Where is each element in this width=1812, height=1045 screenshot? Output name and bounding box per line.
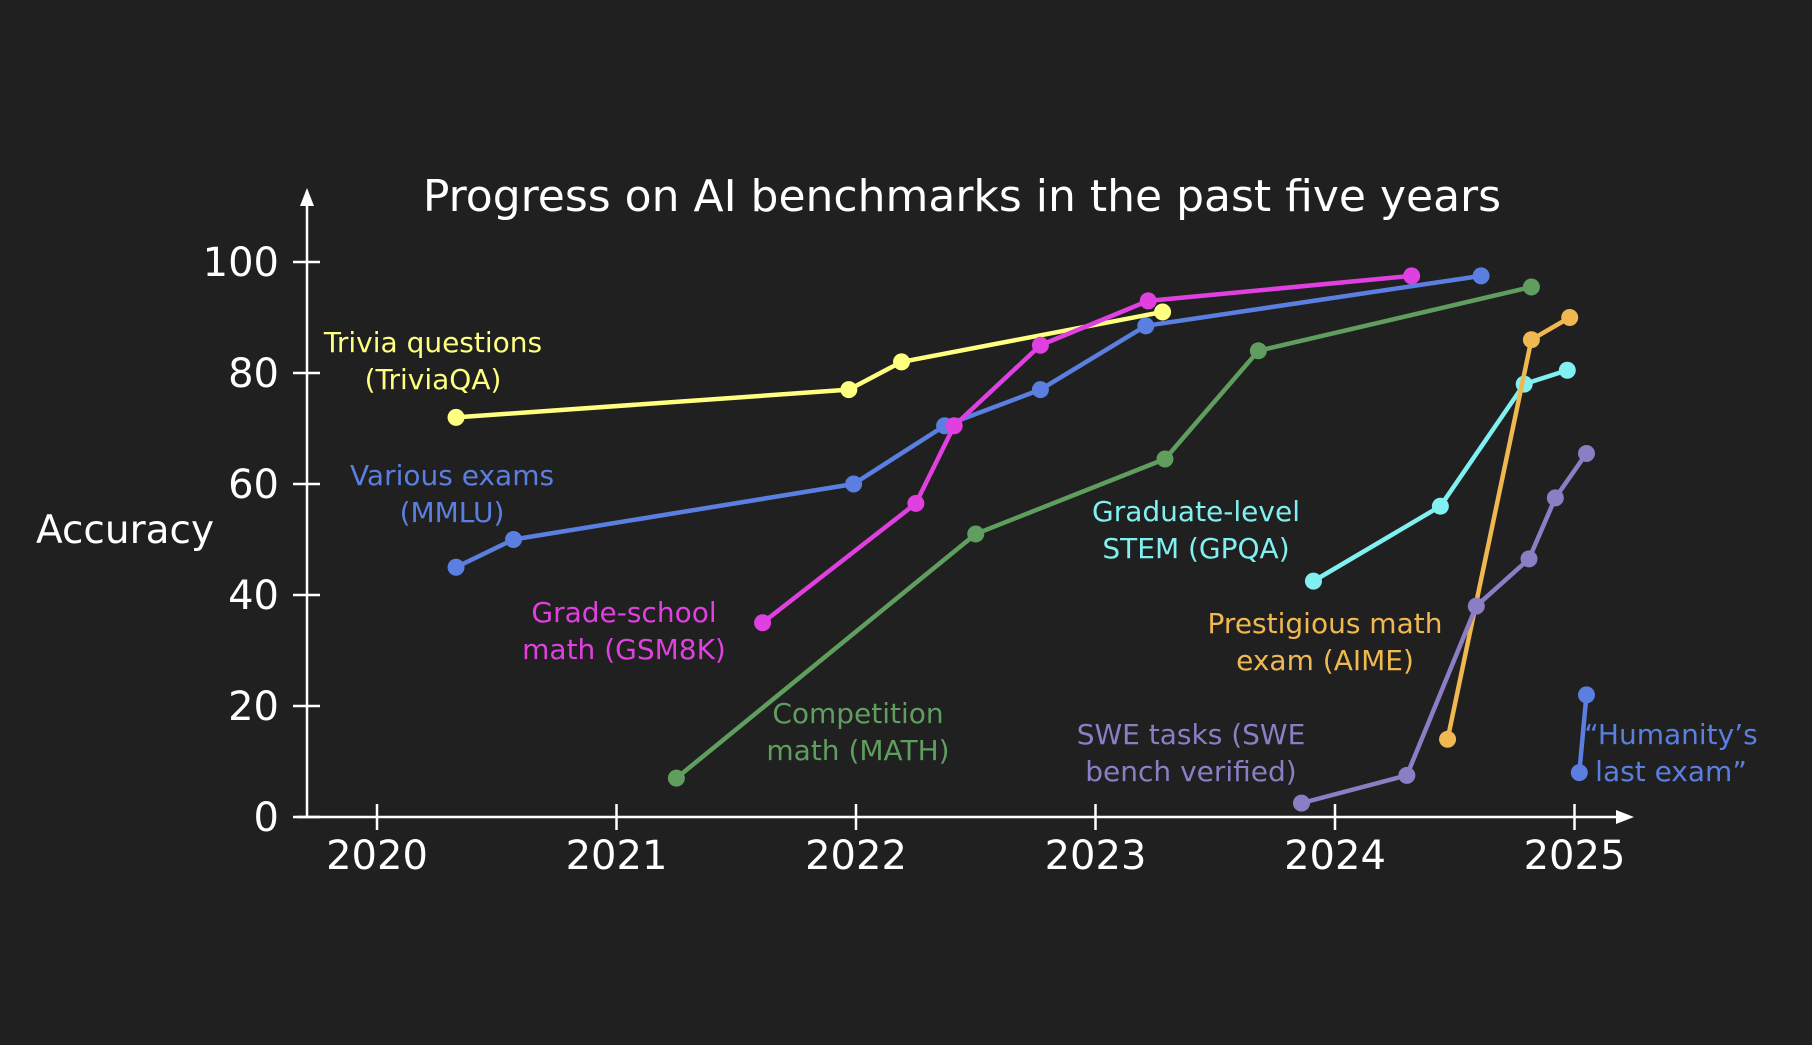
x-ticks: 2020 2021 2022 2023 2024 2025 [326, 804, 1625, 879]
x-tick-label: 2023 [1045, 833, 1147, 879]
data-point [1304, 572, 1322, 590]
data-point [840, 381, 858, 399]
data-point [1139, 292, 1157, 310]
data-point [907, 494, 925, 512]
series-label-line: math (GSM8K) [522, 633, 726, 666]
data-point [1472, 267, 1490, 285]
data-point [447, 408, 465, 426]
series-2 [754, 267, 1421, 632]
data-point [1561, 309, 1579, 326]
series-label-line: bench verified) [1085, 755, 1296, 788]
x-tick-label: 2024 [1284, 833, 1386, 879]
data-point [1522, 331, 1540, 349]
data-point [967, 525, 985, 543]
data-point [1546, 489, 1564, 507]
data-point [1431, 497, 1449, 515]
series-label-line: Competition [772, 697, 943, 730]
series-6 [1292, 444, 1595, 812]
series-0 [447, 303, 1172, 426]
y-tick-label: 60 [228, 462, 279, 508]
series-labels: Trivia questions (TriviaQA) Various exams (… [323, 326, 1758, 788]
y-axis-arrow [300, 188, 314, 206]
series-label-line: math (MATH) [766, 734, 949, 767]
series-layer [447, 267, 1595, 812]
series-line [1311, 367, 1570, 584]
x-axis-arrow [1616, 810, 1634, 824]
data-point [1577, 444, 1595, 462]
data-point [1156, 450, 1174, 468]
y-tick-label: 40 [228, 573, 279, 619]
series-label-line: STEM (GPQA) [1102, 532, 1289, 565]
series-label-line: (MMLU) [400, 496, 505, 529]
data-point [1467, 597, 1485, 615]
data-point [667, 769, 685, 787]
series-label-line: exam (AIME) [1236, 644, 1414, 677]
x-tick-label: 2020 [326, 833, 428, 879]
series-label-line: Grade-school [531, 596, 716, 629]
data-point [945, 417, 963, 435]
series-line [1577, 692, 1589, 775]
data-point [1031, 336, 1049, 354]
data-point [893, 353, 911, 371]
series-label-line: SWE tasks (SWE [1077, 718, 1306, 751]
data-point [1154, 303, 1172, 321]
series-3 [667, 278, 1540, 787]
data-point [1137, 317, 1155, 335]
data-point [1031, 381, 1049, 399]
data-point [1398, 766, 1416, 784]
data-point [1522, 278, 1540, 296]
y-tick-label: 0 [254, 795, 279, 841]
series-line [453, 309, 1165, 420]
data-point [1577, 686, 1595, 704]
y-tick-label: 20 [228, 684, 279, 730]
data-point [845, 475, 863, 493]
data-point [1570, 764, 1588, 782]
y-tick-label: 80 [228, 351, 279, 397]
series-7 [1570, 686, 1595, 782]
series-label-line: (TriviaQA) [365, 363, 502, 396]
x-tick-label: 2025 [1524, 833, 1626, 879]
data-point [505, 531, 523, 548]
data-point [1403, 267, 1421, 285]
series-label-line: Trivia questions [323, 326, 542, 359]
data-point [1558, 361, 1576, 379]
data-point [1249, 342, 1267, 360]
data-point [754, 614, 772, 632]
data-point [1439, 730, 1457, 748]
series-1 [447, 267, 1490, 576]
y-axis-label: Accuracy [36, 508, 214, 553]
series-label-line: Prestigious math [1208, 607, 1443, 640]
series-label-line: “Humanity’s [1584, 718, 1757, 751]
x-tick-label: 2021 [566, 833, 668, 879]
data-point [447, 558, 465, 576]
series-label-line: Various exams [350, 459, 554, 492]
x-tick-label: 2022 [805, 833, 907, 879]
y-tick-label: 100 [203, 240, 279, 286]
data-point [1520, 550, 1538, 568]
series-label-line: last exam” [1595, 755, 1747, 788]
series-line [1299, 451, 1589, 806]
series-line [760, 273, 1414, 625]
series-label-line: Graduate-level [1092, 495, 1300, 528]
chart-title: Progress on AI benchmarks in the past fi… [423, 171, 1501, 222]
y-ticks: 0 20 40 60 80 100 [203, 240, 320, 841]
data-point [1292, 794, 1310, 812]
